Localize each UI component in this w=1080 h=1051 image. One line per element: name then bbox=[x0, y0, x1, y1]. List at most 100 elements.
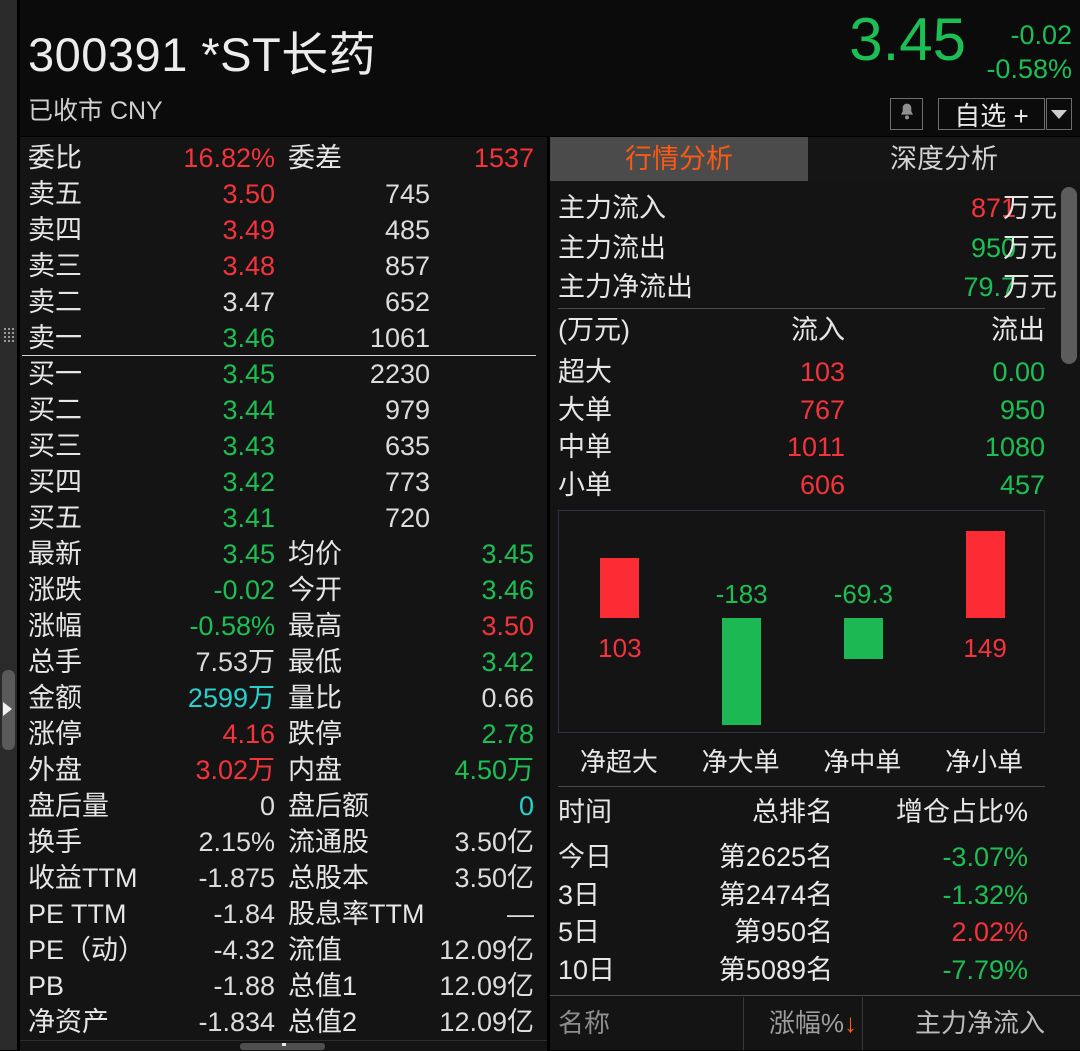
row-value-left: -1.84 bbox=[213, 899, 275, 929]
flow-table-row: 小单 606 457 bbox=[550, 467, 1080, 504]
row-value-right: 3.46 bbox=[481, 575, 534, 605]
order-book-qty: 485 bbox=[384, 215, 430, 245]
quote-stat-row: 收益TTM -1.875 总股本 3.50亿 bbox=[20, 860, 547, 896]
row-label-left: 盘后量 bbox=[28, 791, 109, 821]
order-book-price[interactable]: 3.45 bbox=[222, 359, 275, 389]
flow-row-label: 超大 bbox=[558, 357, 612, 387]
rank-header-rank: 总排名 bbox=[752, 797, 833, 827]
order-book-price[interactable]: 3.47 bbox=[222, 287, 275, 317]
row-label-right: 最低 bbox=[288, 647, 342, 677]
flow-row-label: 中单 bbox=[558, 432, 612, 462]
sort-desc-arrow-icon: ↓ bbox=[844, 1008, 857, 1038]
row-value-right: 0.66 bbox=[481, 683, 534, 713]
order-book-price[interactable]: 3.43 bbox=[222, 431, 275, 461]
chart-category-label: 净中单 bbox=[823, 747, 902, 777]
order-book-row: 买二 3.44 979 bbox=[20, 392, 547, 428]
alert-button[interactable] bbox=[890, 98, 923, 130]
flow-summary-label: 主力净流出 bbox=[558, 272, 693, 302]
rank-row-pct: -1.32% bbox=[942, 879, 1028, 910]
order-book-label: 卖二 bbox=[28, 287, 82, 317]
column-header-name[interactable]: 名称 bbox=[558, 1008, 611, 1038]
column-header-netflow[interactable]: 主力净流入 bbox=[914, 1008, 1045, 1038]
row-value-left: 7.53万 bbox=[195, 647, 275, 677]
quote-stat-row: 涨跌 -0.02 今开 3.46 bbox=[20, 572, 547, 608]
row-label-right: 最高 bbox=[288, 611, 342, 641]
horizontal-scrollbar[interactable] bbox=[20, 1040, 547, 1051]
rank-header-time: 时间 bbox=[558, 797, 612, 827]
chart-bar-value-label: 149 bbox=[963, 633, 1007, 663]
rank-row-pct: 2.02% bbox=[951, 917, 1028, 948]
order-book-row: 买一 3.45 2230 bbox=[20, 356, 547, 392]
drag-grip-icon[interactable] bbox=[3, 327, 15, 344]
watchlist-dropdown-button[interactable] bbox=[1046, 98, 1072, 130]
add-to-watchlist-button[interactable]: 自选 + bbox=[938, 98, 1045, 131]
order-book-price[interactable]: 3.50 bbox=[222, 179, 275, 209]
quote-panel: 委比 16.82% 委差 1537 卖五 3.50 745 卖四 3.49 485 卖三 3.48 85… bbox=[20, 137, 547, 1040]
quote-stat-row: 盘后量 0 盘后额 0 bbox=[20, 788, 547, 824]
gutter-divider bbox=[17, 0, 20, 1050]
row-value-left: 16.82% bbox=[183, 143, 275, 173]
order-book-qty: 720 bbox=[384, 503, 430, 533]
chart-axis-labels: 净超大 净大单 净中单 净小单 bbox=[558, 748, 1045, 776]
price-change: -0.02 bbox=[1010, 20, 1072, 50]
row-value-left: -1.834 bbox=[198, 1007, 275, 1037]
flow-table-header: (万元) 流入 流出 bbox=[550, 312, 1080, 349]
price-change-percent: -0.58% bbox=[986, 54, 1072, 84]
order-book-row: 卖二 3.47 652 bbox=[20, 284, 547, 320]
row-value-right: 1537 bbox=[473, 143, 534, 173]
rank-row-period: 3日 bbox=[558, 879, 601, 910]
order-book-price[interactable]: 3.49 bbox=[222, 215, 275, 245]
order-book-label: 卖四 bbox=[28, 215, 82, 245]
rank-table-row: 今日 第2625名 -3.07% bbox=[550, 839, 1080, 876]
row-label-left: PE TTM bbox=[28, 899, 127, 929]
left-gutter[interactable] bbox=[0, 0, 17, 1050]
list-column-divider-1 bbox=[743, 997, 744, 1050]
chart-bar bbox=[600, 557, 640, 618]
expand-arrow-icon[interactable] bbox=[3, 702, 12, 716]
row-label-right: 总值2 bbox=[288, 1007, 358, 1037]
row-value-left: 2599万 bbox=[187, 683, 275, 713]
order-book-price[interactable]: 3.48 bbox=[222, 251, 275, 281]
flow-row-outflow: 0.00 bbox=[992, 357, 1045, 387]
row-label-right: 股息率TTM bbox=[288, 899, 425, 929]
tab-market-analysis[interactable]: 行情分析 bbox=[550, 137, 808, 181]
chart-category-label: 净小单 bbox=[945, 747, 1024, 777]
row-label-right: 总股本 bbox=[288, 863, 369, 893]
order-book-row: 买四 3.42 773 bbox=[20, 464, 547, 500]
summary-divider bbox=[558, 308, 1045, 309]
flow-table-row: 大单 767 950 bbox=[550, 392, 1080, 429]
order-book-price[interactable]: 3.44 bbox=[222, 395, 275, 425]
order-book-price[interactable]: 3.41 bbox=[222, 503, 275, 533]
flow-row-inflow: 1011 bbox=[786, 432, 845, 462]
row-label-left: 金额 bbox=[28, 683, 82, 713]
order-book-qty: 979 bbox=[384, 395, 430, 425]
chart-category-label: 净大单 bbox=[701, 747, 780, 777]
chart-bar-value-label: -69.3 bbox=[833, 579, 893, 609]
flow-row-outflow: 1080 bbox=[984, 432, 1045, 462]
flow-summary-value: 871 bbox=[970, 193, 1016, 223]
column-header-change[interactable]: 涨幅%↓ bbox=[769, 996, 857, 1050]
tab-deep-analysis[interactable]: 深度分析 bbox=[808, 137, 1080, 181]
order-book-label: 买二 bbox=[28, 395, 82, 425]
quote-stat-row: 涨幅 -0.58% 最高 3.50 bbox=[20, 608, 547, 644]
order-book-price[interactable]: 3.46 bbox=[222, 323, 275, 353]
flow-summary-label: 主力流出 bbox=[558, 232, 666, 263]
horizontal-scrollbar-thumb[interactable] bbox=[240, 1043, 325, 1050]
row-label-left: 最新 bbox=[28, 539, 82, 569]
flow-table-header-in: 流入 bbox=[791, 315, 845, 345]
net-flow-bar-chart: 103 -183 -69.3 149 bbox=[558, 510, 1045, 733]
order-book-price[interactable]: 3.42 bbox=[222, 467, 275, 497]
vertical-scrollbar-thumb[interactable] bbox=[1061, 187, 1077, 364]
bell-icon bbox=[898, 102, 916, 127]
row-label-left: 总手 bbox=[28, 647, 82, 677]
list-header-divider bbox=[550, 995, 1080, 996]
row-value-left: 3.02万 bbox=[195, 755, 275, 785]
order-book-label: 卖一 bbox=[28, 323, 82, 353]
rank-header-pct: 增仓占比% bbox=[895, 797, 1028, 827]
flow-row-label: 小单 bbox=[558, 469, 612, 500]
row-value-left: 0 bbox=[259, 791, 275, 821]
rank-table-row: 3日 第2474名 -1.32% bbox=[550, 877, 1080, 914]
rank-row-rank: 第2474名 bbox=[718, 879, 833, 910]
flow-summary-row: 主力流入 871 万元 bbox=[550, 189, 1080, 228]
